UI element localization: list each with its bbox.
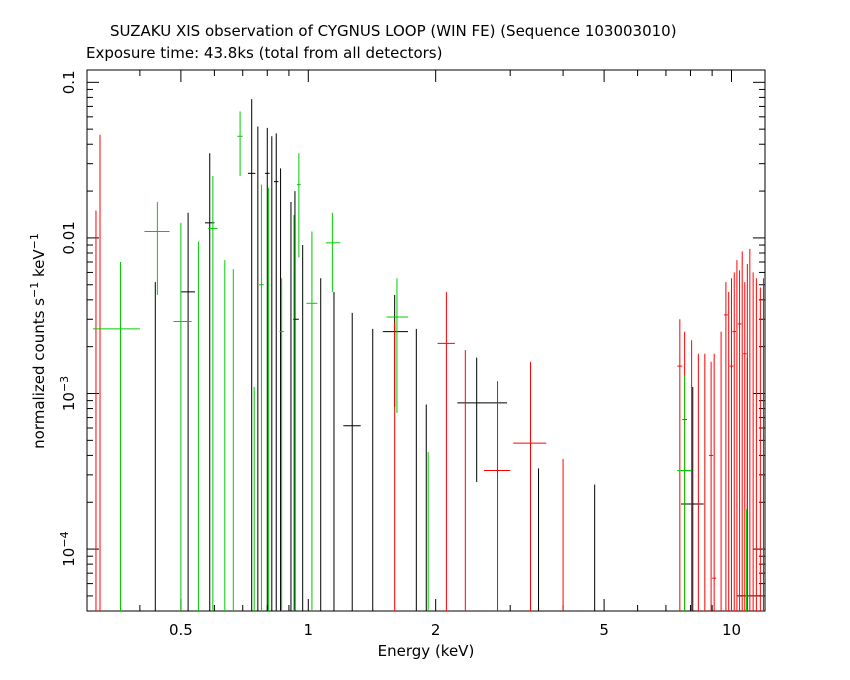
y-tick-label: 10−4 (58, 531, 78, 566)
y-axis-label: normalized counts s−1 keV−1 (28, 233, 48, 449)
data-point (208, 175, 218, 611)
data-point (743, 282, 747, 611)
data-point (306, 231, 318, 611)
data-point (93, 262, 140, 611)
data-point (296, 153, 301, 258)
data-point (723, 282, 728, 611)
data-point (457, 357, 508, 482)
x-tick-label: 0.5 (169, 621, 193, 639)
data-point (437, 291, 455, 611)
data-point (729, 278, 734, 611)
data-point (513, 361, 547, 611)
data-marks (93, 99, 764, 611)
data-point (732, 272, 737, 611)
data-point (144, 202, 170, 295)
data-point (325, 212, 341, 292)
data-point (382, 294, 408, 407)
chart-title: SUZAKU XIS observation of CYGNUS LOOP (W… (110, 22, 677, 40)
axis-ticks: 0.5 1 2 5 10 0.1 0.01 10−3 10−4 (58, 70, 765, 639)
data-point (259, 184, 264, 611)
data-point (712, 353, 717, 611)
y-tick-label: 10−3 (58, 376, 78, 411)
data-point (279, 278, 284, 611)
data-point (264, 127, 270, 611)
data-point (274, 133, 279, 611)
data-point (737, 270, 742, 611)
x-axis-label: Energy (keV) (378, 642, 475, 660)
chart-subtitle: Exposure time: 43.8ks (total from all de… (86, 44, 443, 62)
data-point (386, 278, 408, 413)
data-point (709, 361, 714, 611)
data-point (237, 111, 243, 176)
data-point (173, 222, 192, 611)
x-tick-label: 5 (599, 621, 609, 639)
data-point (247, 99, 256, 611)
y-tick-label: 0.1 (60, 70, 78, 94)
data-point (677, 375, 692, 611)
x-tick-label: 1 (304, 621, 314, 639)
data-point (483, 381, 511, 611)
data-point (677, 319, 683, 611)
data-point (180, 212, 196, 611)
data-point (343, 312, 361, 611)
x-tick-label: 10 (722, 621, 741, 639)
x-tick-label: 2 (431, 621, 441, 639)
y-tick-label: 0.01 (60, 221, 78, 254)
